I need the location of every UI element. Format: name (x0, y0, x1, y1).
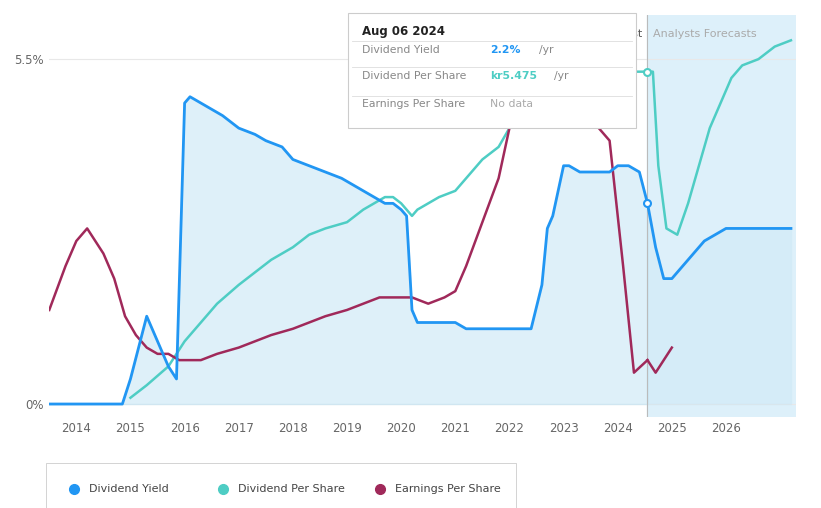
Text: Dividend Per Share: Dividend Per Share (361, 71, 466, 81)
Text: 2.2%: 2.2% (490, 45, 521, 54)
Text: Past: Past (620, 29, 643, 39)
Text: kr5.475: kr5.475 (490, 71, 537, 81)
Text: Dividend Yield: Dividend Yield (361, 45, 439, 54)
Text: Earnings Per Share: Earnings Per Share (395, 484, 501, 494)
Text: Aug 06 2024: Aug 06 2024 (361, 25, 444, 38)
Text: Earnings Per Share: Earnings Per Share (361, 99, 465, 109)
FancyBboxPatch shape (348, 13, 635, 128)
Text: /yr: /yr (553, 71, 568, 81)
Text: Dividend Per Share: Dividend Per Share (238, 484, 345, 494)
Text: /yr: /yr (539, 45, 553, 54)
Text: Dividend Yield: Dividend Yield (89, 484, 168, 494)
Bar (648, 15, 796, 417)
Text: Analysts Forecasts: Analysts Forecasts (653, 29, 756, 39)
FancyBboxPatch shape (45, 463, 516, 508)
Text: No data: No data (490, 99, 533, 109)
